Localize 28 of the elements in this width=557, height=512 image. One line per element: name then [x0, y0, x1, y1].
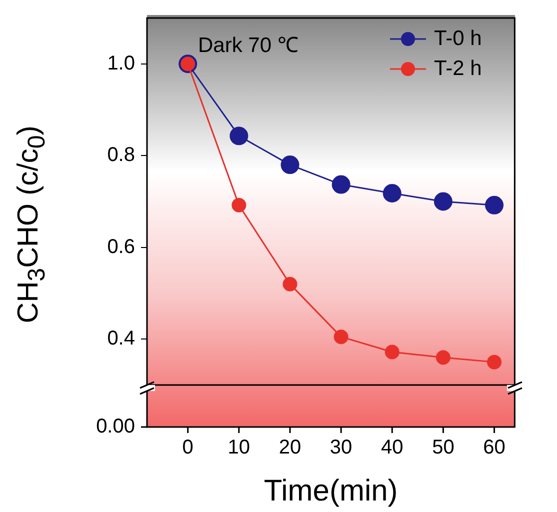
y-tick-label: 1.0: [107, 52, 135, 74]
point: [382, 184, 402, 202]
point: [230, 126, 248, 146]
x-tick-label: 60: [483, 436, 506, 459]
point: [487, 354, 502, 370]
x-tick-label: 10: [228, 436, 250, 459]
legend-label: T-0 h: [434, 26, 482, 52]
y-tick-label: 0.8: [107, 144, 135, 166]
legend-label: T-2 h: [434, 56, 482, 82]
point: [434, 192, 452, 211]
x-axis-title: Time(min): [264, 474, 398, 508]
point: [436, 350, 450, 365]
point: [232, 198, 246, 212]
point: [384, 344, 400, 360]
y-tick-label: 0.6: [107, 236, 135, 258]
annotation: Dark 70 ℃: [198, 33, 298, 58]
x-tick-label: 30: [330, 436, 352, 459]
text: 0.00: [96, 416, 135, 438]
y-tick-label: 0.4: [107, 328, 135, 350]
point: [485, 196, 504, 214]
point: [282, 276, 298, 292]
x-tick-label: 0: [182, 436, 194, 459]
point: [332, 175, 350, 194]
point: [334, 330, 348, 344]
point: [280, 156, 300, 174]
x-tick-label: 50: [432, 436, 454, 459]
x-tick-label: 40: [381, 436, 404, 459]
x-tick-label: 20: [278, 436, 302, 459]
